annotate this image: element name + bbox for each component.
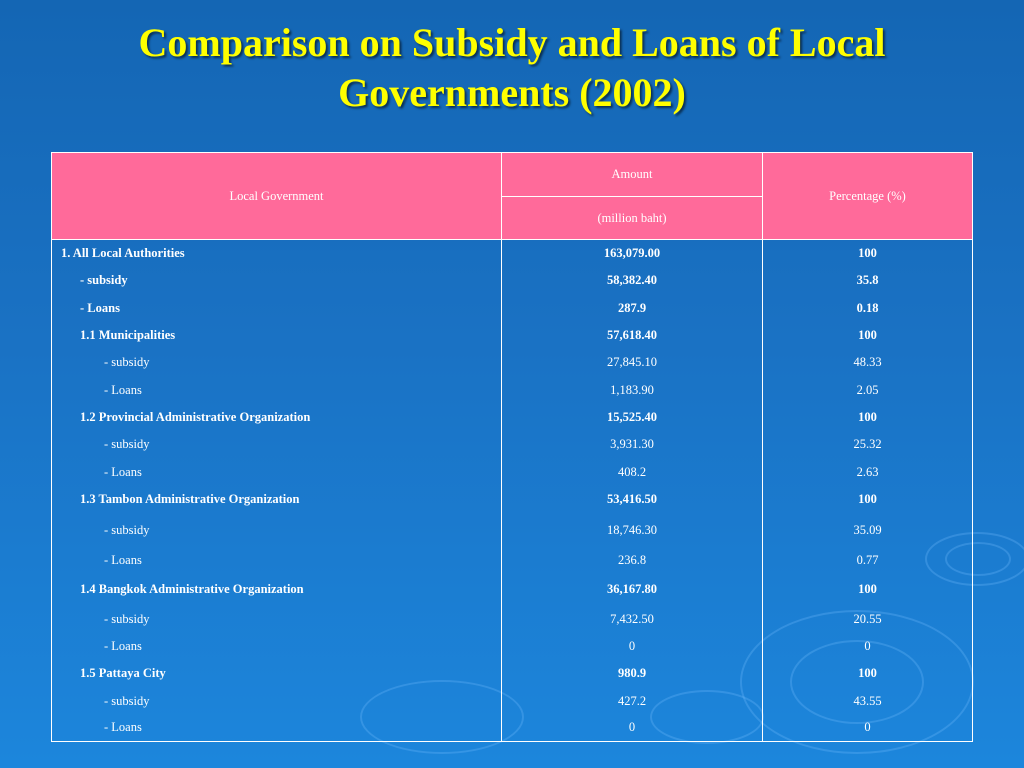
- row-label: - subsidy: [51, 513, 502, 547]
- row-percentage: 43.55: [762, 687, 973, 715]
- row-label: 1. All Local Authorities: [51, 239, 502, 267]
- row-label: - Loans: [51, 714, 502, 742]
- row-amount: 15,525.40: [501, 403, 763, 431]
- row-percentage: 20.55: [762, 605, 973, 633]
- row-amount: 163,079.00: [501, 239, 763, 267]
- table-row: - Loans 287.9 0.18: [51, 294, 973, 322]
- row-percentage: 0: [762, 632, 973, 660]
- table-row: - Loans 0 0: [51, 632, 973, 660]
- row-amount: 980.9: [501, 659, 763, 688]
- table-row: - subsidy 58,382.40 35.8: [51, 266, 973, 295]
- row-percentage: 35.8: [762, 266, 973, 295]
- table-row: 1.4 Bangkok Administrative Organization 3…: [51, 573, 973, 606]
- row-amount: 7,432.50: [501, 605, 763, 633]
- row-percentage: 35.09: [762, 513, 973, 547]
- row-amount: 57,618.40: [501, 321, 763, 349]
- slide-title: Comparison on Subsidy and Loans of Local…: [0, 18, 1024, 118]
- row-amount: 58,382.40: [501, 266, 763, 295]
- row-label: - Loans: [51, 546, 502, 574]
- row-label: - subsidy: [51, 687, 502, 715]
- row-amount: 36,167.80: [501, 573, 763, 606]
- table-row: 1. All Local Authorities 163,079.00 100: [51, 239, 973, 267]
- row-percentage: 100: [762, 485, 973, 514]
- row-label: - subsidy: [51, 430, 502, 459]
- row-label: - subsidy: [51, 605, 502, 633]
- header-amount: Amount: [501, 152, 763, 197]
- table-row: - Loans 1,183.90 2.05: [51, 376, 973, 404]
- row-label: - Loans: [51, 458, 502, 486]
- row-amount: 3,931.30: [501, 430, 763, 459]
- row-amount: 0: [501, 632, 763, 660]
- row-percentage: 100: [762, 659, 973, 688]
- row-amount: 27,845.10: [501, 348, 763, 377]
- row-percentage: 100: [762, 239, 973, 267]
- row-label: - subsidy: [51, 348, 502, 377]
- row-amount: 236.8: [501, 546, 763, 574]
- row-amount: 1,183.90: [501, 376, 763, 404]
- row-label: - subsidy: [51, 266, 502, 295]
- row-amount: 18,746.30: [501, 513, 763, 547]
- header-local-government: Local Government: [51, 152, 502, 240]
- row-label: - Loans: [51, 294, 502, 322]
- row-percentage: 100: [762, 321, 973, 349]
- row-percentage: 100: [762, 573, 973, 606]
- header-percentage: Percentage (%): [762, 152, 973, 240]
- row-amount: 0: [501, 714, 763, 742]
- table-row: - subsidy 7,432.50 20.55: [51, 605, 973, 633]
- row-amount: 427.2: [501, 687, 763, 715]
- row-label: 1.2 Provincial Administrative Organizati…: [51, 403, 502, 431]
- table-body: 1. All Local Authorities 163,079.00 100- s…: [51, 239, 973, 742]
- header-amount-unit: (million baht): [501, 196, 763, 240]
- row-percentage: 2.63: [762, 458, 973, 486]
- row-percentage: 100: [762, 403, 973, 431]
- table-row: 1.5 Pattaya City 980.9 100: [51, 659, 973, 688]
- row-label: 1.1 Municipalities: [51, 321, 502, 349]
- table-row: - Loans 408.2 2.63: [51, 458, 973, 486]
- row-label: - Loans: [51, 632, 502, 660]
- table-row: - subsidy 27,845.10 48.33: [51, 348, 973, 377]
- row-percentage: 25.32: [762, 430, 973, 459]
- table-row: - Loans 236.8 0.77: [51, 546, 973, 574]
- table-row: - Loans 0 0: [51, 714, 973, 742]
- row-label: 1.3 Tambon Administrative Organization: [51, 485, 502, 514]
- table-row: 1.3 Tambon Administrative Organization 53…: [51, 485, 973, 514]
- row-label: 1.4 Bangkok Administrative Organization: [51, 573, 502, 606]
- row-percentage: 0.77: [762, 546, 973, 574]
- slide-title-line1: Comparison on Subsidy and Loans of Local: [138, 20, 886, 65]
- subsidy-loans-table: Local Government Amount Percentage (%) (…: [51, 152, 973, 742]
- row-percentage: 2.05: [762, 376, 973, 404]
- row-percentage: 0.18: [762, 294, 973, 322]
- table-row: - subsidy 3,931.30 25.32: [51, 430, 973, 459]
- row-label: 1.5 Pattaya City: [51, 659, 502, 688]
- table-row: - subsidy 427.2 43.55: [51, 687, 973, 715]
- slide-title-line2: Governments (2002): [338, 70, 686, 115]
- row-label: - Loans: [51, 376, 502, 404]
- table-row: 1.1 Municipalities 57,618.40 100: [51, 321, 973, 349]
- row-amount: 53,416.50: [501, 485, 763, 514]
- row-percentage: 0: [762, 714, 973, 742]
- table-row: 1.2 Provincial Administrative Organizati…: [51, 403, 973, 431]
- table-row: - subsidy 18,746.30 35.09: [51, 513, 973, 547]
- row-percentage: 48.33: [762, 348, 973, 377]
- row-amount: 408.2: [501, 458, 763, 486]
- row-amount: 287.9: [501, 294, 763, 322]
